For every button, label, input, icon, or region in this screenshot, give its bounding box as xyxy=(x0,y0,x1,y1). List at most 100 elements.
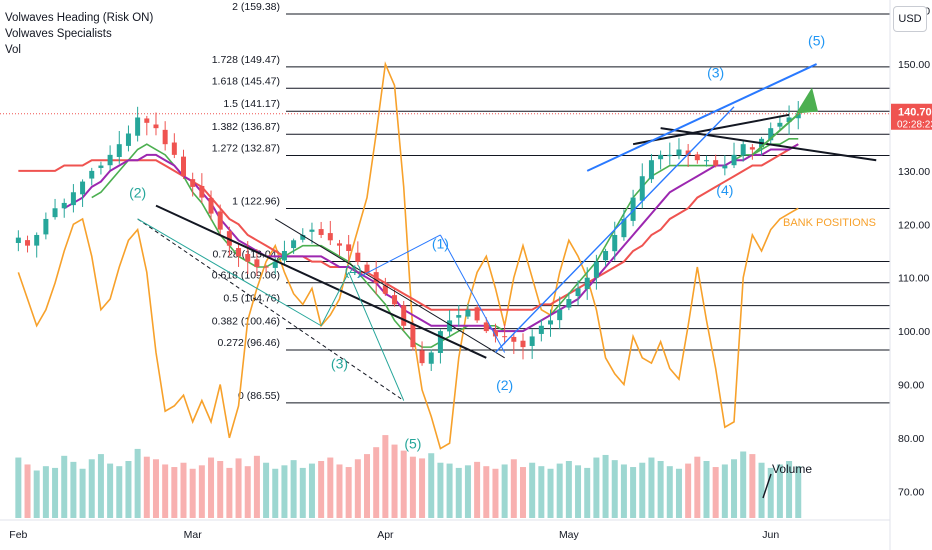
channel-line-lower xyxy=(494,106,735,353)
time-tick-label: Jun xyxy=(762,529,779,541)
volume-bar xyxy=(630,467,637,518)
candle-body xyxy=(190,179,196,187)
candle-body xyxy=(162,129,168,145)
candle-body xyxy=(135,117,141,136)
candle-body xyxy=(346,244,352,251)
candle-body xyxy=(740,144,746,156)
volume-bar xyxy=(446,463,453,518)
candle-body xyxy=(676,149,682,156)
candle-body xyxy=(382,285,388,294)
volume-bar xyxy=(740,451,747,518)
volume-bar xyxy=(409,456,416,518)
wave-label: (5) xyxy=(808,32,825,48)
volume-bar xyxy=(731,459,738,518)
volume-bar xyxy=(639,462,646,518)
candle-body xyxy=(199,185,205,198)
volume-bar xyxy=(162,464,169,518)
price-tick-label: 90.00 xyxy=(898,379,924,391)
volume-bar xyxy=(694,456,701,518)
candle-body xyxy=(630,197,636,221)
currency-button[interactable]: USD xyxy=(893,6,927,32)
price-tick-label: 120.00 xyxy=(898,219,930,231)
wave-label: (4) xyxy=(345,262,362,278)
price-tick-label: 80.00 xyxy=(898,433,924,445)
fib-level-label: 0 (86.55) xyxy=(238,390,280,402)
fib-level-label: 1.618 (145.47) xyxy=(212,75,280,87)
candle-body xyxy=(511,336,517,342)
candle-body xyxy=(548,320,554,325)
volume-bar xyxy=(208,457,215,518)
volume-bar xyxy=(143,456,150,518)
wave-label: (3) xyxy=(331,355,348,371)
candle-body xyxy=(34,234,40,246)
volume-bar xyxy=(556,463,563,518)
wave-label: (3) xyxy=(707,64,724,80)
volume-bar xyxy=(575,465,582,518)
legend-specialists[interactable]: Volwaves Specialists xyxy=(5,28,112,40)
orange-indicator xyxy=(17,61,799,450)
candle-body xyxy=(254,259,260,268)
wave-connector-1 xyxy=(357,234,441,279)
volume-bar xyxy=(712,467,719,518)
volume-bar xyxy=(152,459,159,518)
candle-body xyxy=(749,147,755,150)
volume-bar xyxy=(290,460,297,518)
candle-body xyxy=(171,142,177,155)
dashed-trendline xyxy=(137,218,404,401)
candle-body xyxy=(593,261,599,278)
time-axis[interactable]: Feb Mar Apr May Jun xyxy=(0,519,890,541)
candle-body xyxy=(327,233,333,241)
volume-bar xyxy=(336,464,343,518)
candle-body xyxy=(89,170,95,179)
volume-bar xyxy=(391,444,398,518)
candle-body xyxy=(401,305,407,326)
legend-heading[interactable]: Volwaves Heading (Risk ON) xyxy=(5,12,154,24)
candle-body xyxy=(483,322,489,332)
candle-body xyxy=(419,350,425,364)
volume-bar xyxy=(602,454,609,518)
volume-bar xyxy=(198,465,205,518)
candle-body xyxy=(272,261,278,268)
candle-body xyxy=(557,309,563,321)
volume-bar xyxy=(235,458,242,518)
legend-vol[interactable]: Vol xyxy=(5,44,21,56)
volume-bar xyxy=(189,468,196,518)
volume-bar xyxy=(419,458,426,518)
volume-bar xyxy=(501,464,508,518)
indicator-legend: Volwaves Heading (Risk ON) Volwaves Spec… xyxy=(5,10,153,58)
moving-averages xyxy=(18,138,799,348)
volume-bar xyxy=(657,461,664,518)
fib-level-label: 1.382 (136.87) xyxy=(212,121,280,133)
candle-body xyxy=(520,340,526,348)
volume-bar xyxy=(795,466,802,518)
candle-body xyxy=(786,117,792,123)
orange-indicator-line xyxy=(17,61,799,450)
candle-body xyxy=(336,243,342,246)
purple-moving-average xyxy=(63,143,799,333)
wave-connector-2 xyxy=(439,234,506,353)
volume-bar xyxy=(620,464,627,518)
volume-bar xyxy=(15,457,22,518)
volume-bar xyxy=(455,467,462,518)
candle-body xyxy=(465,309,471,317)
candle-body xyxy=(447,320,453,332)
candle-body xyxy=(181,156,187,177)
volume-bar xyxy=(749,454,756,518)
candle-body xyxy=(43,218,49,235)
candle-body xyxy=(98,165,104,168)
wave-label: (1) xyxy=(432,235,449,251)
volume-bar xyxy=(767,467,774,518)
candle-body xyxy=(529,336,535,346)
candle-body xyxy=(456,315,462,318)
candle-body xyxy=(603,250,609,261)
volume-bar xyxy=(33,470,40,518)
volume-bar xyxy=(611,460,618,518)
candle-body xyxy=(281,250,287,261)
volume-bar xyxy=(180,462,187,518)
volume-bar xyxy=(327,457,334,518)
candle-body xyxy=(153,124,159,129)
candle-body xyxy=(703,160,709,162)
candle-body xyxy=(612,234,618,252)
candle-body xyxy=(474,307,480,321)
